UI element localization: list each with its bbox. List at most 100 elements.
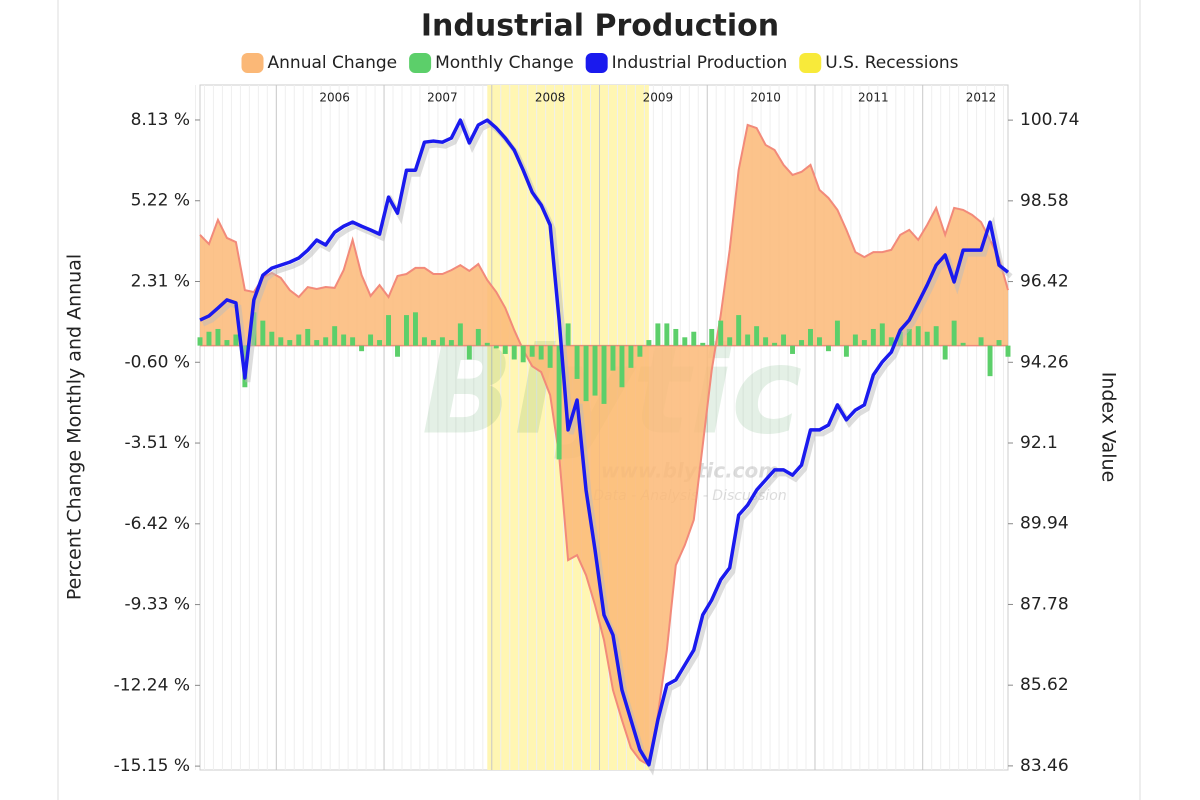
bar bbox=[808, 328, 813, 346]
bar bbox=[673, 328, 679, 346]
legend-swatch bbox=[585, 53, 608, 73]
bar bbox=[520, 345, 526, 363]
y-tick-label: -0.60 % bbox=[124, 352, 190, 372]
bar bbox=[215, 328, 221, 346]
bar bbox=[745, 334, 751, 346]
bar bbox=[448, 340, 454, 346]
bar bbox=[386, 315, 392, 346]
bar bbox=[547, 345, 553, 368]
legend-swatch bbox=[799, 53, 822, 73]
bar bbox=[260, 320, 266, 346]
bar bbox=[951, 320, 957, 346]
bar bbox=[799, 340, 804, 346]
bar bbox=[987, 345, 993, 377]
x-tick-label: 2007 bbox=[427, 91, 458, 105]
bar bbox=[439, 337, 445, 346]
bar bbox=[915, 326, 921, 346]
bar bbox=[834, 320, 840, 346]
bar bbox=[592, 345, 598, 396]
y-axis-label: Percent Change Monthly and Annual bbox=[64, 254, 86, 600]
bar bbox=[395, 345, 400, 357]
bar bbox=[825, 345, 831, 352]
bar bbox=[305, 328, 311, 346]
legend-label: Monthly Change bbox=[435, 53, 574, 73]
bar bbox=[879, 323, 885, 346]
bar bbox=[906, 328, 912, 346]
y2-tick-label: 83.46 bbox=[1020, 756, 1069, 776]
x-tick-label: 2011 bbox=[858, 91, 889, 105]
x-tick-label: 2008 bbox=[535, 91, 566, 105]
bar bbox=[278, 337, 284, 346]
bar bbox=[350, 337, 356, 346]
x-tick-label: 2006 bbox=[319, 91, 350, 105]
bar bbox=[924, 331, 930, 346]
bar bbox=[816, 337, 822, 346]
legend: Annual Change Monthly Change Industrial Pr… bbox=[241, 53, 959, 73]
bar bbox=[709, 328, 715, 346]
bar bbox=[996, 340, 1002, 346]
area-fill bbox=[200, 124, 1008, 766]
bar bbox=[314, 340, 320, 346]
y-tick-label: -15.15 % bbox=[114, 756, 190, 776]
bar bbox=[664, 323, 670, 346]
bar bbox=[475, 328, 481, 346]
bar bbox=[269, 331, 275, 346]
bar bbox=[197, 337, 203, 346]
bar bbox=[493, 345, 499, 349]
bar bbox=[870, 328, 876, 346]
bar bbox=[421, 337, 427, 346]
bar bbox=[637, 345, 643, 357]
y2-axis-label: Index Value bbox=[1098, 372, 1120, 483]
y2-tick-label: 87.78 bbox=[1020, 594, 1069, 614]
bar bbox=[763, 337, 769, 346]
bar bbox=[502, 345, 508, 354]
bar bbox=[772, 342, 778, 346]
bar bbox=[233, 334, 239, 346]
bar bbox=[718, 320, 724, 346]
bar bbox=[341, 334, 347, 346]
bar bbox=[790, 345, 796, 354]
bar bbox=[511, 345, 517, 360]
y-tick-label: -12.24 % bbox=[114, 675, 190, 695]
bar bbox=[601, 345, 607, 404]
bar bbox=[538, 345, 544, 360]
legend-label: Annual Change bbox=[268, 53, 398, 73]
bar bbox=[332, 326, 338, 346]
y-tick-label: -6.42 % bbox=[124, 514, 190, 534]
bar bbox=[646, 340, 652, 346]
y-tick-label: 2.31 % bbox=[131, 272, 190, 292]
y2-tick-label: 85.62 bbox=[1020, 675, 1069, 695]
bar bbox=[781, 334, 787, 346]
bar bbox=[628, 345, 634, 368]
bar bbox=[287, 340, 293, 346]
bar bbox=[404, 315, 409, 346]
bar bbox=[377, 340, 383, 346]
bar bbox=[466, 345, 472, 360]
bar bbox=[583, 345, 589, 402]
legend-swatch bbox=[409, 53, 432, 73]
bar bbox=[206, 331, 212, 346]
bar bbox=[610, 345, 616, 371]
x-tick-label: 2009 bbox=[643, 91, 674, 105]
y2-tick-label: 92.1 bbox=[1020, 433, 1058, 453]
bar bbox=[323, 337, 329, 346]
bar bbox=[861, 340, 867, 346]
legend-swatch bbox=[241, 53, 264, 73]
y-tick-label: -3.51 % bbox=[124, 433, 190, 453]
bar bbox=[682, 337, 688, 346]
y-tick-label: -9.33 % bbox=[124, 595, 190, 615]
bar bbox=[484, 342, 490, 346]
bar bbox=[359, 345, 365, 352]
bar bbox=[565, 323, 571, 346]
y2-tick-label: 98.58 bbox=[1020, 191, 1069, 211]
chart-title: Industrial Production bbox=[421, 9, 779, 44]
bar bbox=[933, 326, 939, 346]
bar bbox=[529, 345, 535, 357]
bar bbox=[368, 334, 374, 346]
y-tick-label: 8.13 % bbox=[131, 110, 190, 130]
bar bbox=[736, 315, 742, 346]
bar bbox=[691, 331, 697, 346]
x-tick-label: 2010 bbox=[750, 91, 781, 105]
